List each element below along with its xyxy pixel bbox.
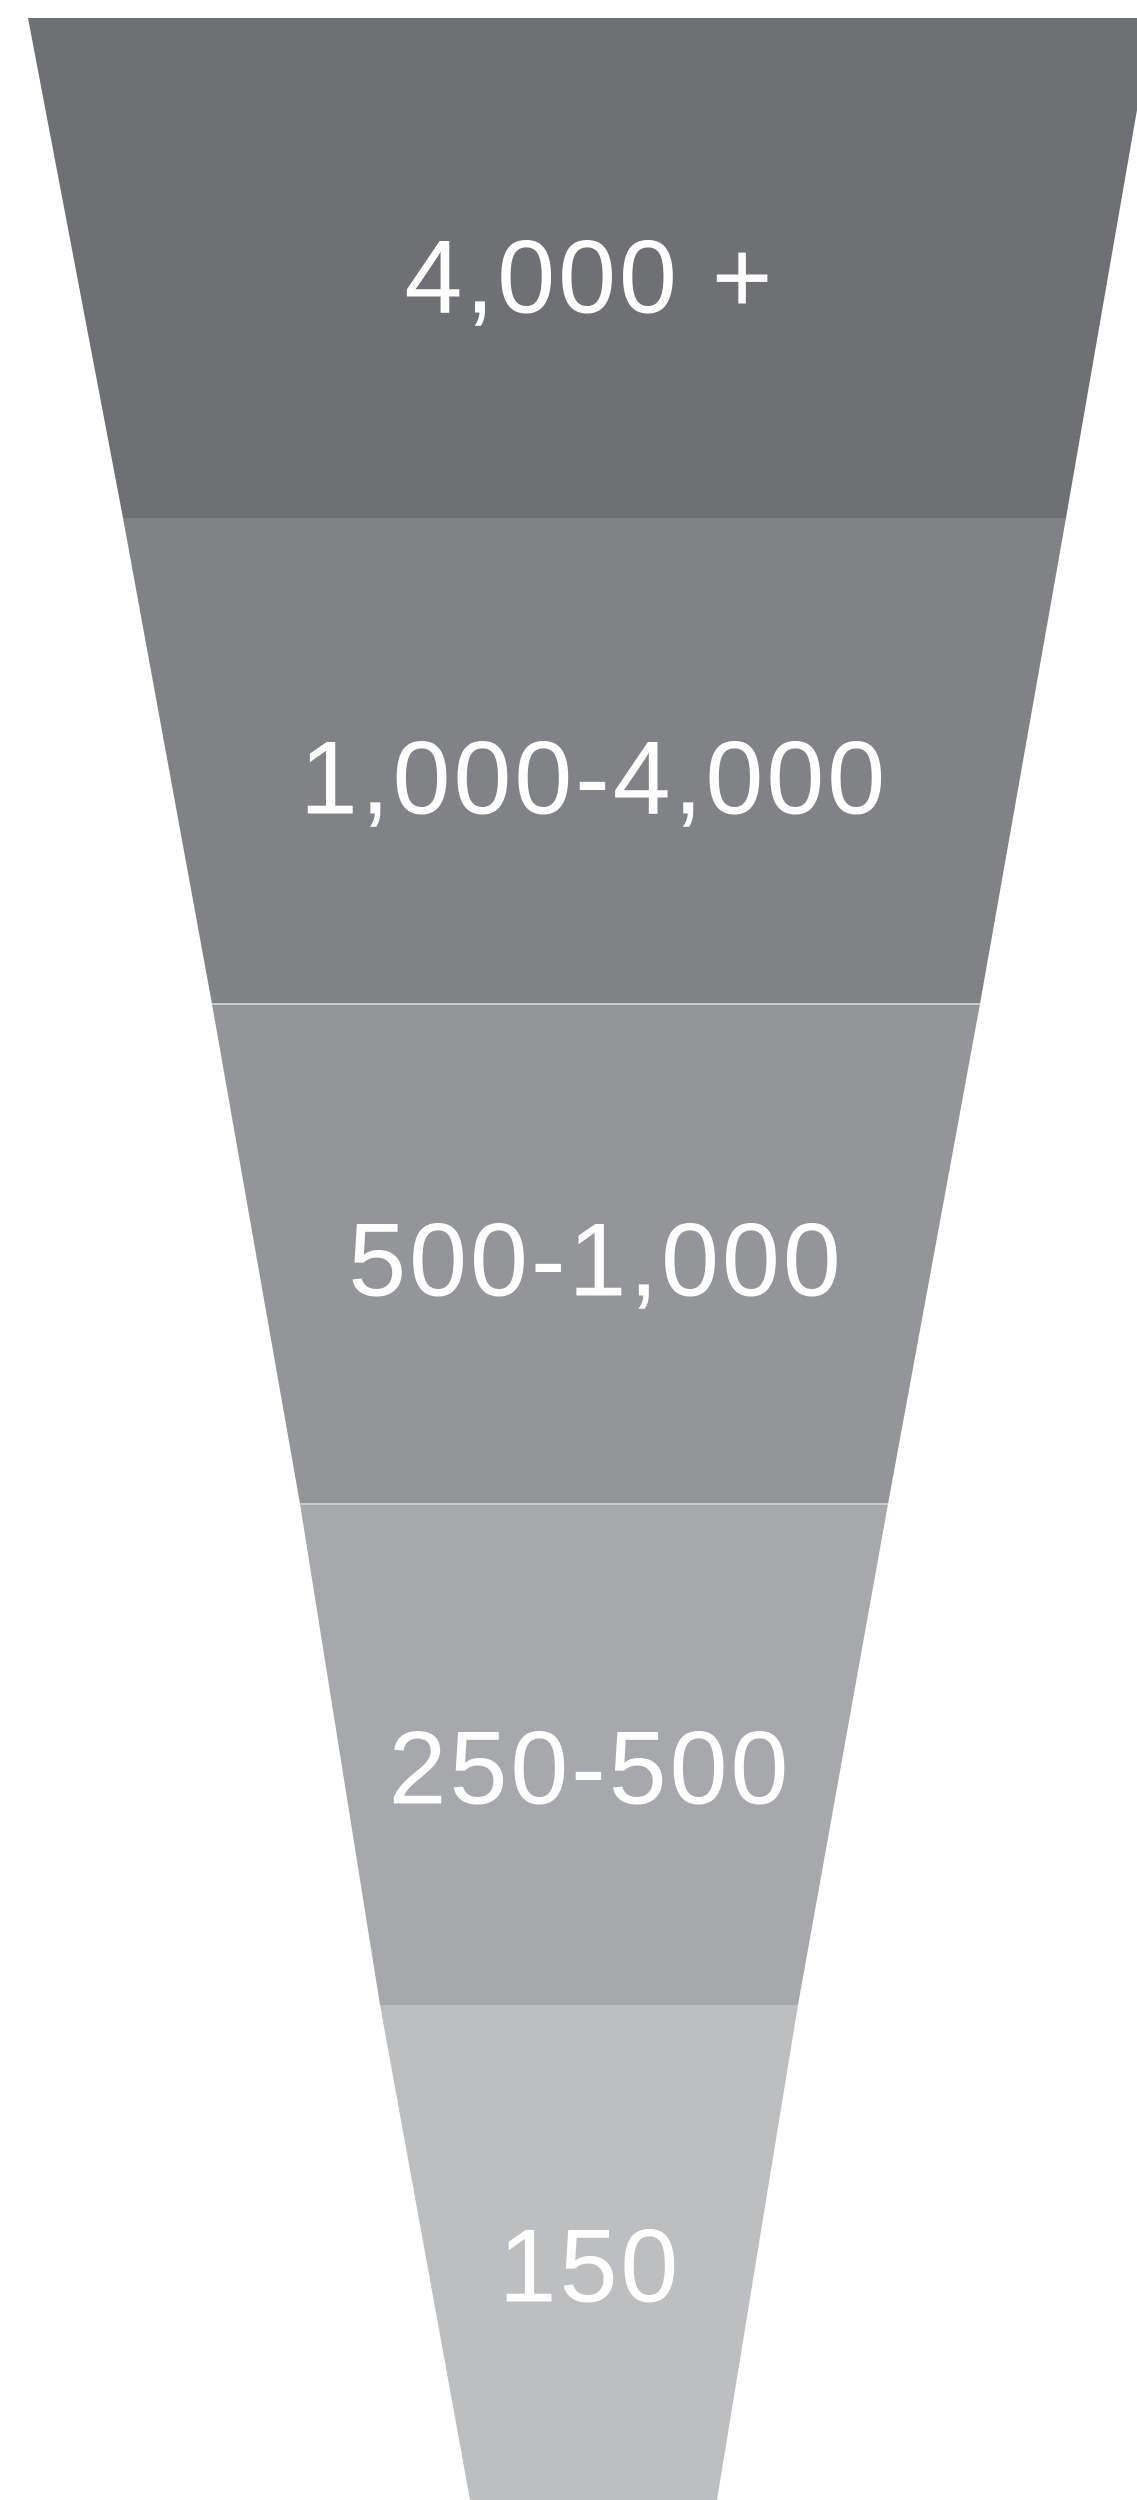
tier-separators: [212, 1003, 980, 1505]
funnel-tier-5: 150: [380, 2005, 798, 2500]
funnel-tier-2: 1,000-4,000: [123, 518, 1066, 1004]
funnel-tier-2-shape: [123, 518, 1066, 1004]
funnel-tier-1: 4,000 +: [28, 18, 1137, 518]
funnel-tier-2-label: 1,000-4,000: [300, 720, 888, 836]
funnel-tier-4-label: 250-500: [389, 1710, 792, 1826]
funnel-tier-3-shape: [212, 1004, 980, 1504]
funnel-tier-5-shape: [380, 2005, 798, 2500]
funnel-tier-5-label: 150: [499, 2208, 682, 2324]
funnel-tier-4-shape: [300, 1504, 888, 2005]
funnel-tier-4: 250-500: [300, 1504, 888, 2005]
funnel-tier-3: 500-1,000: [212, 1004, 980, 1504]
funnel-tier-3-label: 500-1,000: [348, 1202, 843, 1318]
funnel-tier-1-label: 4,000 +: [405, 219, 776, 335]
funnel-tier-1-shape: [28, 18, 1137, 518]
